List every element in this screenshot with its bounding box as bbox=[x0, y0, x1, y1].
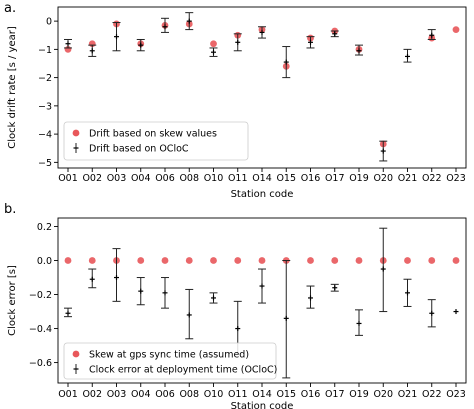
y-axis-label: Clock error [s] bbox=[7, 265, 18, 336]
y-tick-label: −2 bbox=[38, 73, 52, 84]
skew-point bbox=[161, 257, 169, 264]
skew-point bbox=[210, 40, 217, 48]
x-tick-label: O04 bbox=[131, 389, 151, 400]
y-tick-label: −0.4 bbox=[29, 324, 52, 335]
x-tick-label: O01 bbox=[58, 173, 78, 184]
x-tick-label: O15 bbox=[276, 389, 296, 400]
legend: Skew at gps sync time (assumed) Clock err… bbox=[63, 342, 277, 380]
x-tick-label: O15 bbox=[276, 173, 296, 184]
x-tick-label: O19 bbox=[349, 389, 369, 400]
x-tick-label: O19 bbox=[349, 173, 369, 184]
skew-point bbox=[64, 257, 72, 264]
skew-point bbox=[428, 257, 436, 264]
legend-marker-skew bbox=[72, 350, 80, 358]
legend: Drift based on skew values Drift based on… bbox=[63, 121, 249, 161]
skew-point bbox=[331, 257, 339, 264]
y-tick-label: 0.0 bbox=[37, 256, 52, 267]
skew-point bbox=[210, 257, 217, 264]
y-tick-label: 0 bbox=[46, 17, 52, 28]
x-tick-label: O21 bbox=[398, 173, 418, 184]
x-tick-label: O17 bbox=[325, 173, 345, 184]
x-tick-label: O16 bbox=[301, 173, 321, 184]
x-tick-label: O03 bbox=[107, 173, 127, 184]
skew-point bbox=[452, 257, 460, 264]
y-tick-label: −5 bbox=[38, 158, 52, 169]
x-tick-label: O01 bbox=[58, 389, 78, 400]
x-tick-label: O10 bbox=[204, 173, 224, 184]
skew-point bbox=[355, 257, 363, 264]
panel-label: a. bbox=[4, 1, 16, 16]
x-tick-label: O11 bbox=[228, 389, 248, 400]
legend-frame bbox=[63, 342, 277, 380]
panel-label: b. bbox=[4, 202, 16, 217]
x-tick-label: O23 bbox=[446, 389, 466, 400]
chart-panel-2: b. 0.2 0.0 −0.2 −0.4 −0.6 O01 O02 O03 O04 O06 O08 O1… bbox=[4, 202, 467, 409]
x-tick-label: O16 bbox=[301, 389, 321, 400]
x-tick-label: O03 bbox=[107, 389, 127, 400]
skew-point bbox=[307, 257, 314, 264]
legend-entry-ocloc: Drift based on OCloC bbox=[89, 144, 189, 155]
skew-point bbox=[88, 257, 96, 264]
skew-point bbox=[258, 257, 266, 264]
x-axis-label: Station code bbox=[231, 401, 294, 409]
x-tick-label: O21 bbox=[398, 389, 418, 400]
x-tick-label: O20 bbox=[373, 173, 393, 184]
legend-entry-skew: Skew at gps sync time (assumed) bbox=[89, 350, 249, 361]
y-tick-label: −1 bbox=[38, 45, 52, 56]
x-tick-label: O14 bbox=[252, 389, 272, 400]
skew-point bbox=[137, 257, 145, 264]
x-tick-label: O23 bbox=[446, 173, 466, 184]
y-tick-label: −3 bbox=[38, 101, 52, 112]
x-tick-label: O06 bbox=[155, 173, 175, 184]
y-tick-label: −4 bbox=[38, 130, 52, 141]
legend-frame bbox=[63, 121, 249, 161]
x-tick-label: O20 bbox=[373, 389, 393, 400]
legend-entry-ocloc: Clock error at deployment time (OCloC) bbox=[89, 365, 277, 376]
x-tick-label: O22 bbox=[422, 173, 442, 184]
legend-entry-skew: Drift based on skew values bbox=[89, 129, 217, 140]
x-tick-label: O11 bbox=[228, 173, 248, 184]
skew-point bbox=[404, 257, 411, 264]
x-tick-label: O08 bbox=[179, 389, 199, 400]
y-tick-label: −0.2 bbox=[29, 290, 52, 301]
x-tick-label: O22 bbox=[422, 389, 442, 400]
x-tick-label: O02 bbox=[82, 173, 102, 184]
y-axis-label: Clock drift rate [s / year] bbox=[7, 26, 18, 149]
x-tick-label: O17 bbox=[325, 389, 345, 400]
x-tick-label: O06 bbox=[155, 389, 175, 400]
x-tick-label: O08 bbox=[179, 173, 199, 184]
skew-point bbox=[234, 257, 242, 264]
x-tick-label: O14 bbox=[252, 173, 272, 184]
x-tick-label: O04 bbox=[131, 173, 151, 184]
skew-point bbox=[185, 257, 193, 264]
skew-point bbox=[452, 26, 460, 33]
x-tick-label: O02 bbox=[82, 389, 102, 400]
x-axis-label: Station code bbox=[231, 189, 294, 200]
legend-marker-skew bbox=[72, 129, 80, 137]
x-tick-label: O10 bbox=[204, 389, 224, 400]
chart-panel-1: a. 0 −1 −2 −3 −4 −5 O01 O02 O03 O04 O06 O08 O10 O11 O14… bbox=[4, 1, 467, 200]
y-tick-label: 0.2 bbox=[37, 222, 52, 233]
y-tick-label: −0.6 bbox=[29, 358, 52, 369]
